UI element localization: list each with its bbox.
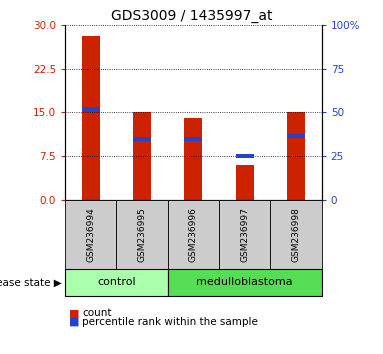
Bar [185, 118, 202, 200]
Text: count: count [82, 308, 112, 318]
Text: GSM236995: GSM236995 [137, 207, 147, 262]
Bar [82, 36, 100, 200]
Bar [236, 165, 254, 200]
Bar [82, 107, 100, 112]
Bar [185, 137, 202, 141]
Text: ■: ■ [69, 308, 79, 318]
Bar [287, 134, 305, 138]
Text: GDS3009 / 1435997_at: GDS3009 / 1435997_at [111, 9, 272, 23]
Text: control: control [97, 277, 136, 287]
Bar [287, 113, 305, 200]
Text: GSM236997: GSM236997 [240, 207, 249, 262]
Text: ■: ■ [69, 317, 79, 327]
Bar [236, 154, 254, 158]
Bar [133, 137, 151, 141]
Text: GSM236996: GSM236996 [189, 207, 198, 262]
Text: percentile rank within the sample: percentile rank within the sample [82, 317, 258, 327]
Bar [133, 113, 151, 200]
Text: GSM236994: GSM236994 [86, 207, 95, 262]
Text: medulloblastoma: medulloblastoma [196, 277, 293, 287]
Text: disease state ▶: disease state ▶ [0, 277, 61, 287]
Text: GSM236998: GSM236998 [291, 207, 301, 262]
